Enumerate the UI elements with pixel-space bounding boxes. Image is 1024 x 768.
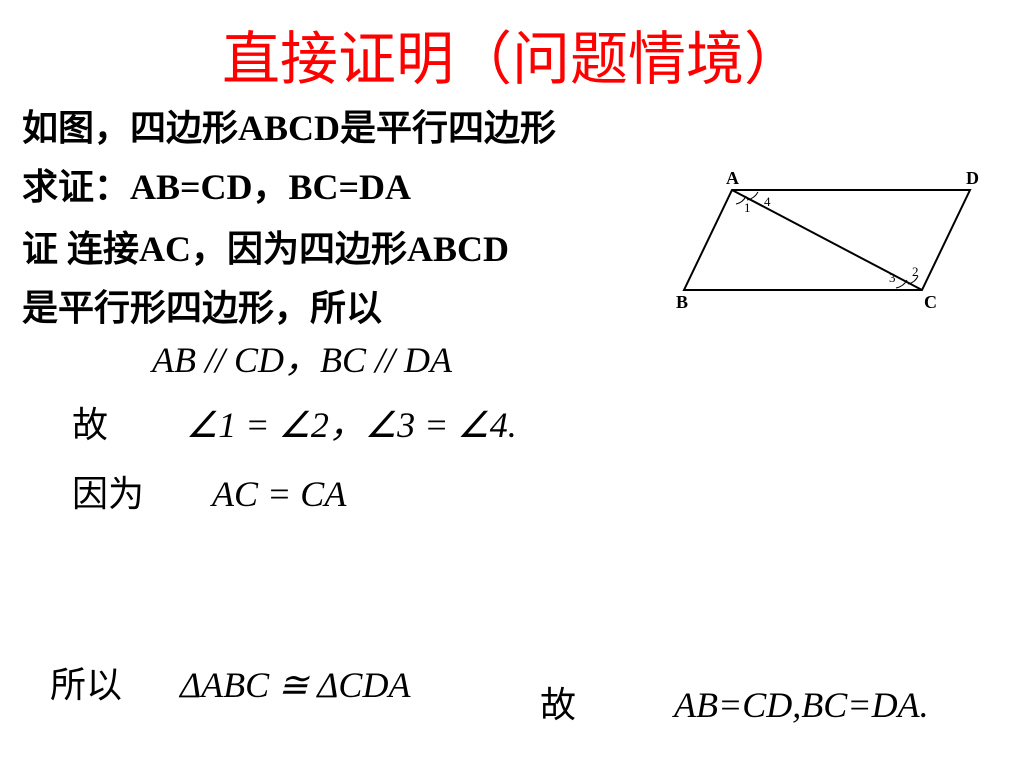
math-angles-line: 故 ∠1 = ∠2，∠3 = ∠4. [22, 401, 1024, 450]
because-label: 因为 [72, 474, 144, 514]
math-conclusion: AB=CD,BC=DA. [674, 685, 929, 725]
math-angles: ∠1 = ∠2，∠3 = ∠4. [186, 405, 517, 445]
gu-label-1: 故 [72, 405, 108, 445]
math-parallel: AB // CD，BC // DA [22, 336, 1024, 385]
bottom-row: 所以 ΔABC ≅ ΔCDA 故 AB=CD,BC=DA. [40, 656, 1000, 708]
so-label: 所以 [50, 665, 122, 705]
svg-text:1: 1 [744, 200, 751, 215]
svg-text:A: A [726, 170, 739, 188]
svg-text:D: D [966, 170, 979, 188]
svg-text:B: B [676, 292, 688, 312]
slide-title: 直接证明（问题情境） [0, 0, 1024, 96]
gu-label-2: 故 [540, 685, 576, 725]
math-because-line: 因为 AC = CA [22, 470, 1024, 519]
given-line-1: 如图，四边形ABCD是平行四边形 [22, 104, 1024, 153]
diagram-svg: A D B C 14 3 2 [674, 170, 1004, 320]
svg-text:3: 3 [889, 270, 896, 285]
proof-label: 证 [22, 229, 58, 269]
parallelogram-diagram: A D B C 14 3 2 [674, 170, 1004, 325]
svg-text:4: 4 [764, 194, 771, 209]
math-congruent: ΔABC ≅ ΔCDA [180, 665, 410, 705]
svg-text:C: C [924, 292, 937, 312]
conclusion-line: 故 AB=CD,BC=DA. [540, 676, 929, 728]
math-so-line: 所以 ΔABC ≅ ΔCDA [40, 656, 410, 708]
proof-text-1: 连接AC，因为四边形ABCD [58, 229, 509, 269]
title-text: 直接证明（问题情境） [222, 27, 802, 92]
math-ac-ca: AC = CA [212, 474, 346, 514]
svg-text:2: 2 [912, 264, 919, 279]
